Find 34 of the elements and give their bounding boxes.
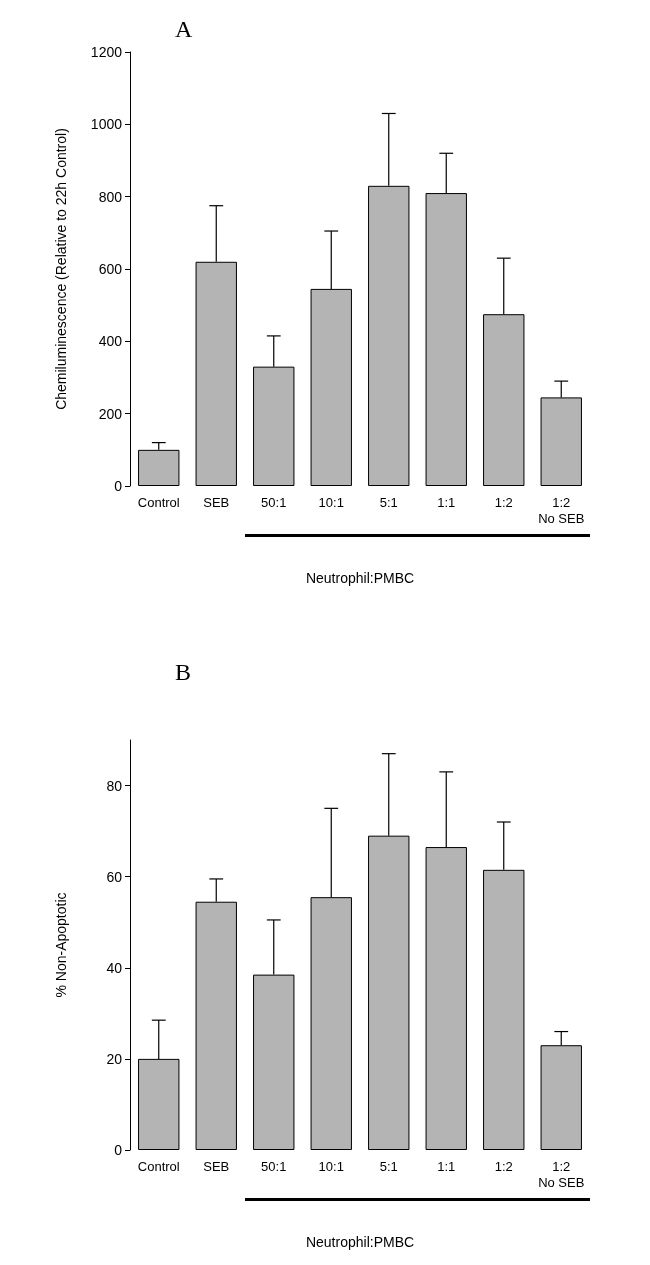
chart-title: B <box>175 659 192 685</box>
x-tick-label: SEB <box>203 494 230 510</box>
y-tick-label: 600 <box>98 261 123 277</box>
y-tick-label: 60 <box>106 868 123 885</box>
y-tick-label: 0 <box>114 478 123 494</box>
x-tick-label: Control <box>137 494 180 510</box>
x-tick-label: 10:1 <box>318 494 344 510</box>
x-tick-label: 50:1 <box>261 1158 287 1174</box>
x-tick-label: 1:2 <box>494 1158 513 1174</box>
x-tick-label: 5:1 <box>379 494 398 510</box>
y-tick-label: 80 <box>106 777 123 794</box>
chart-title: A <box>175 16 193 42</box>
x-axis-title: Neutrophil:PMBC <box>305 1234 415 1250</box>
x-tick-label: SEB <box>203 1158 230 1174</box>
x-tick-label: 50:1 <box>261 494 287 510</box>
x-tick-label: 1:2 No SEB <box>538 494 585 526</box>
x-tick-label: 1:2 <box>494 494 513 510</box>
y-tick-label: 40 <box>106 959 123 976</box>
y-tick-label: 1200 <box>90 44 123 60</box>
x-tick-label: 1:1 <box>437 1158 456 1174</box>
y-axis-title: Chemiluminescence (Relative to 22h Control) <box>53 128 69 410</box>
x-tick-label: 1:2 No SEB <box>538 1158 585 1190</box>
y-tick-label: 400 <box>98 333 123 350</box>
x-tick-label: Control <box>137 1158 180 1174</box>
y-tick-label: 1000 <box>90 116 123 133</box>
x-tick-label: 1:1 <box>437 494 456 510</box>
x-axis-title: Neutrophil:PMBC <box>305 570 415 586</box>
y-tick-label: 0 <box>114 1142 123 1158</box>
y-axis-title: % Non-Apoptotic <box>53 892 69 998</box>
y-tick-label: 20 <box>106 1050 123 1067</box>
x-tick-label: 10:1 <box>318 1158 344 1174</box>
x-tick-label: 5:1 <box>379 1158 398 1174</box>
y-tick-label: 800 <box>98 188 123 205</box>
y-tick-label: 200 <box>98 405 123 422</box>
